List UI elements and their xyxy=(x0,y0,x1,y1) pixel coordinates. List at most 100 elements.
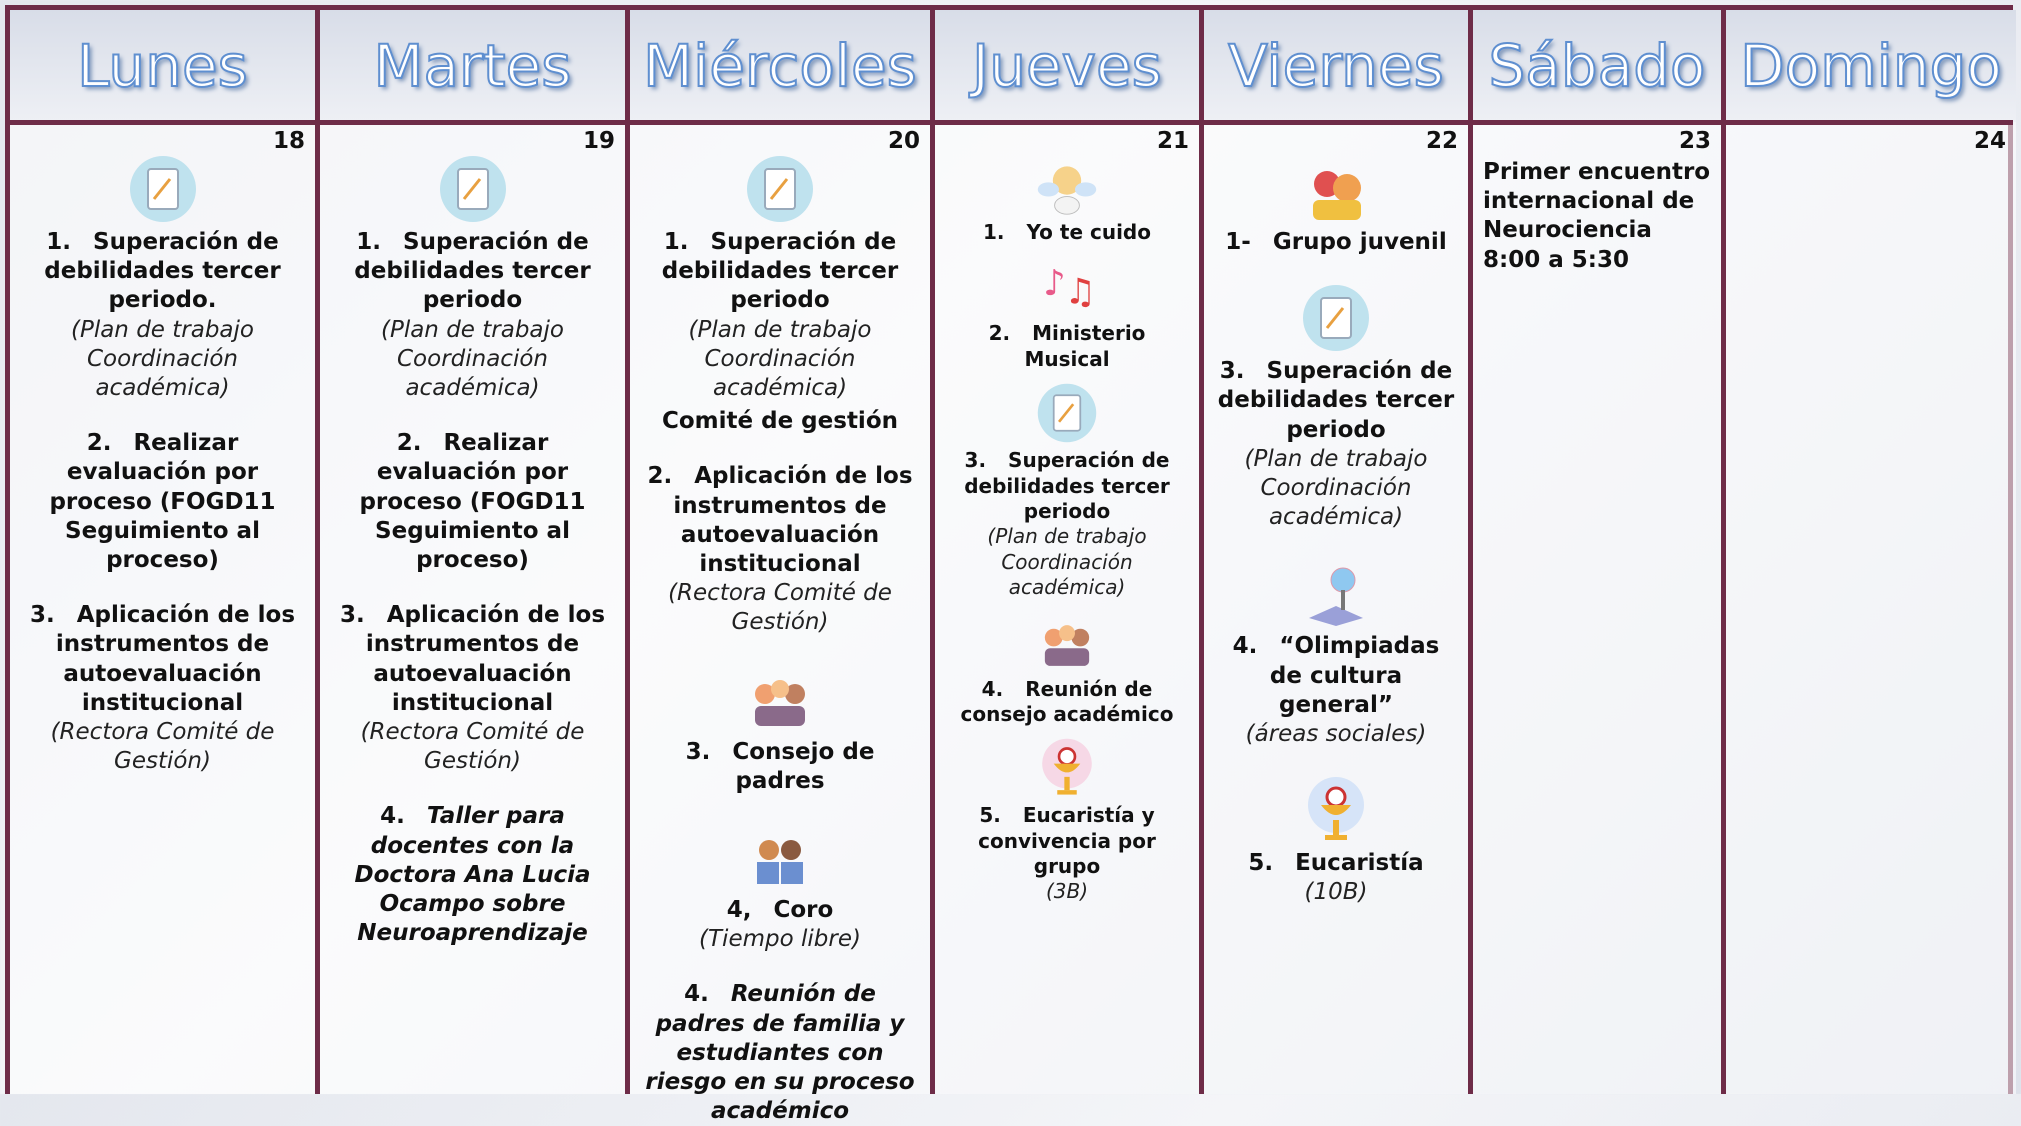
entry-detail: (áreas sociales) xyxy=(1245,721,1427,748)
entry-note: Comité de gestión xyxy=(661,408,898,435)
entry-number: 2. xyxy=(396,430,422,457)
entry-heading: 1. Superación de debilidades tercer perio… xyxy=(330,228,615,316)
entry-heading: 4, Coro xyxy=(640,896,920,925)
day-header: Jueves xyxy=(935,10,1204,122)
entry: 2. Realizar evaluación por proceso (FOGD1… xyxy=(330,429,615,575)
day-date: 20 xyxy=(887,128,920,154)
icon xyxy=(1309,567,1363,627)
entry-number: 3. xyxy=(964,448,987,473)
entry: 2. Realizar evaluación por proceso (FOGD1… xyxy=(20,429,305,575)
day-date: 24 xyxy=(1973,128,2006,154)
day-column: 20 1. Superación de debilidades tercer per… xyxy=(630,122,935,1124)
entry: 2. Ministerio Musical xyxy=(945,321,1189,372)
entry-number: 4. xyxy=(684,981,709,1008)
entry-detail: (Rectora Comité de Gestión) xyxy=(668,580,892,636)
entry-heading: 3. Superación de debilidades tercer perio… xyxy=(945,448,1189,524)
entry-detail: (10B) xyxy=(1304,879,1368,906)
entry-title: Grupo juvenil xyxy=(1272,229,1447,255)
day-header: Sábado xyxy=(1473,10,1726,122)
icon xyxy=(1044,624,1090,666)
entry-heading: 2. Ministerio Musical xyxy=(945,321,1189,372)
icon xyxy=(755,679,805,726)
entry: 3. Consejo de padres xyxy=(640,738,920,796)
entry-detail: (Rectora Comité de Gestión) xyxy=(360,719,585,775)
day-column: 21 1. Yo te cuido ♪ ♫ 2. Ministerio Musical 3. S… xyxy=(935,122,1204,1094)
icon xyxy=(129,156,196,222)
entry: 2. Aplicación de los instrumentos de auto… xyxy=(640,462,920,637)
day-column: 19 1. Superación de debilidades tercer per… xyxy=(320,122,630,1094)
day-column: 18 1. Superación de debilidades tercer per… xyxy=(10,122,320,1094)
day-column: 22 1- Grupo juvenil 3. Superación de debilid… xyxy=(1204,122,1473,1094)
day-column: 24 xyxy=(1726,122,2016,1094)
entry-number: 2. xyxy=(86,430,112,457)
entry-heading: 2. Realizar evaluación por proceso (FOGD1… xyxy=(20,429,305,575)
entry-number: 1. xyxy=(356,229,382,255)
icon xyxy=(1042,739,1092,795)
icon xyxy=(757,840,803,885)
entry-heading: 2. Realizar evaluación por proceso (FOGD1… xyxy=(330,429,615,575)
day-header: Lunes xyxy=(10,10,320,122)
icon: ♪♫ xyxy=(1043,263,1096,313)
entry-heading: 5. Eucaristía y convivencia por grupo xyxy=(945,803,1189,879)
entry: 3. Superación de debilidades tercer perio… xyxy=(1214,357,1458,532)
icon xyxy=(1308,777,1364,841)
entry-detail: (Rectora Comité de Gestión) xyxy=(50,719,275,775)
entry-title: “Olimpiadas de cultura general” xyxy=(1269,633,1440,718)
day-date: 23 xyxy=(1678,128,1711,154)
day-header: Martes xyxy=(320,10,630,122)
entry-number: 3. xyxy=(685,738,711,765)
entry-title: Eucaristía y convivencia por grupo xyxy=(978,803,1156,879)
entry-title: Coro xyxy=(773,897,834,924)
entry: 4. Reunión de consejo académico xyxy=(945,677,1189,728)
entry-number: 1. xyxy=(983,220,1005,244)
entry-title: Primer encuentro internacional de Neuroc… xyxy=(1483,159,1711,244)
entry-number: 3. xyxy=(1219,358,1245,385)
entry-title: Aplicación de los instrumentos de autoev… xyxy=(55,602,296,716)
icon xyxy=(747,156,813,222)
entry-detail: (Plan de trabajo Coordinación académica) xyxy=(987,524,1147,600)
entry: 5. Eucaristía y convivencia por grupo (3B) xyxy=(945,803,1189,905)
entry-number: 4. xyxy=(380,803,405,830)
svg-text:♪: ♪ xyxy=(1043,263,1066,304)
entry-heading: 4. Reunión de padres de familia y estudia… xyxy=(640,980,920,1126)
day-column: 23 Primer encuentro internacional de Neur… xyxy=(1473,122,1726,1094)
entry: 3. Aplicación de los instrumentos de auto… xyxy=(20,601,305,776)
entry-title: Realizar evaluación por proceso (FOGD11 … xyxy=(49,430,276,574)
entry-title: Taller para docentes con la Doctora Ana … xyxy=(354,803,591,947)
entry-number: 1. xyxy=(663,229,689,255)
entry-number: 3. xyxy=(339,602,365,629)
entry-heading: 1. Superación de debilidades tercer perio… xyxy=(20,228,305,316)
icon xyxy=(439,156,506,222)
entry-heading: 1. Superación de debilidades tercer perio… xyxy=(640,228,920,316)
entry-number: 4. xyxy=(981,676,1004,701)
entry-title: Aplicación de los instrumentos de autoev… xyxy=(673,463,913,578)
icon xyxy=(1037,383,1097,443)
entry-heading: 3. Aplicación de los instrumentos de auto… xyxy=(20,601,305,718)
entry-number: 1. xyxy=(46,229,72,255)
entry: 1. Yo te cuido xyxy=(945,220,1189,245)
day-date: 22 xyxy=(1425,128,1458,154)
entry: 4, Coro (Tiempo libre) xyxy=(640,896,920,954)
entry: 3. Superación de debilidades tercer perio… xyxy=(945,448,1189,600)
icon xyxy=(1303,285,1369,352)
day-header: Miércoles xyxy=(630,10,935,122)
entry-heading: 1. Yo te cuido xyxy=(945,220,1189,245)
svg-text:♫: ♫ xyxy=(1064,272,1096,313)
entry-detail: (Plan de trabajo Coordinación académica) xyxy=(70,316,254,402)
entry-title: Superación de debilidades tercer periodo xyxy=(661,229,899,314)
entry-number: 1- xyxy=(1225,229,1251,255)
entry-number: 5. xyxy=(1248,850,1274,877)
header-divider xyxy=(5,120,2013,125)
entry-heading: 2. Aplicación de los instrumentos de auto… xyxy=(640,462,920,579)
entry-detail: (Plan de trabajo Coordinación académica) xyxy=(688,316,872,402)
entry: 4. Taller para docentes con la Doctora An… xyxy=(330,802,615,948)
entry-detail: (Plan de trabajo Coordinación académica) xyxy=(380,316,564,402)
entry-number: 5. xyxy=(979,803,1001,828)
entry-number: 4, xyxy=(726,897,752,924)
entry-title: Eucaristía xyxy=(1295,850,1424,877)
entry-title: Consejo de padres xyxy=(732,738,875,794)
entry-heading: 4. Taller para docentes con la Doctora An… xyxy=(330,802,615,948)
entry-number: 4. xyxy=(1232,633,1258,660)
entry-heading: 4. Reunión de consejo académico xyxy=(945,677,1189,728)
entry-detail: (Plan de trabajo Coordinación académica) xyxy=(1244,445,1428,531)
